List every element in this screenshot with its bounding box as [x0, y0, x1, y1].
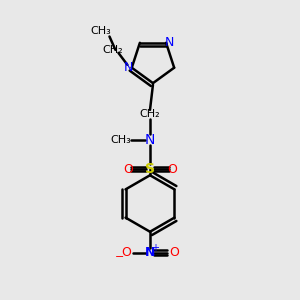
Text: O: O	[169, 246, 179, 259]
Text: N: N	[124, 61, 134, 74]
Text: O: O	[167, 163, 177, 176]
Text: CH₂: CH₂	[102, 45, 123, 55]
Text: −: −	[114, 252, 124, 262]
Text: S: S	[145, 162, 155, 176]
Text: CH₃: CH₃	[90, 26, 111, 36]
Text: +: +	[151, 243, 159, 253]
Text: CH₃: CH₃	[110, 135, 131, 145]
Text: O: O	[123, 163, 133, 176]
Text: N: N	[145, 246, 155, 259]
Text: CH₂: CH₂	[140, 109, 160, 119]
Text: N: N	[164, 36, 174, 49]
Text: O: O	[121, 246, 131, 259]
Text: N: N	[145, 133, 155, 147]
